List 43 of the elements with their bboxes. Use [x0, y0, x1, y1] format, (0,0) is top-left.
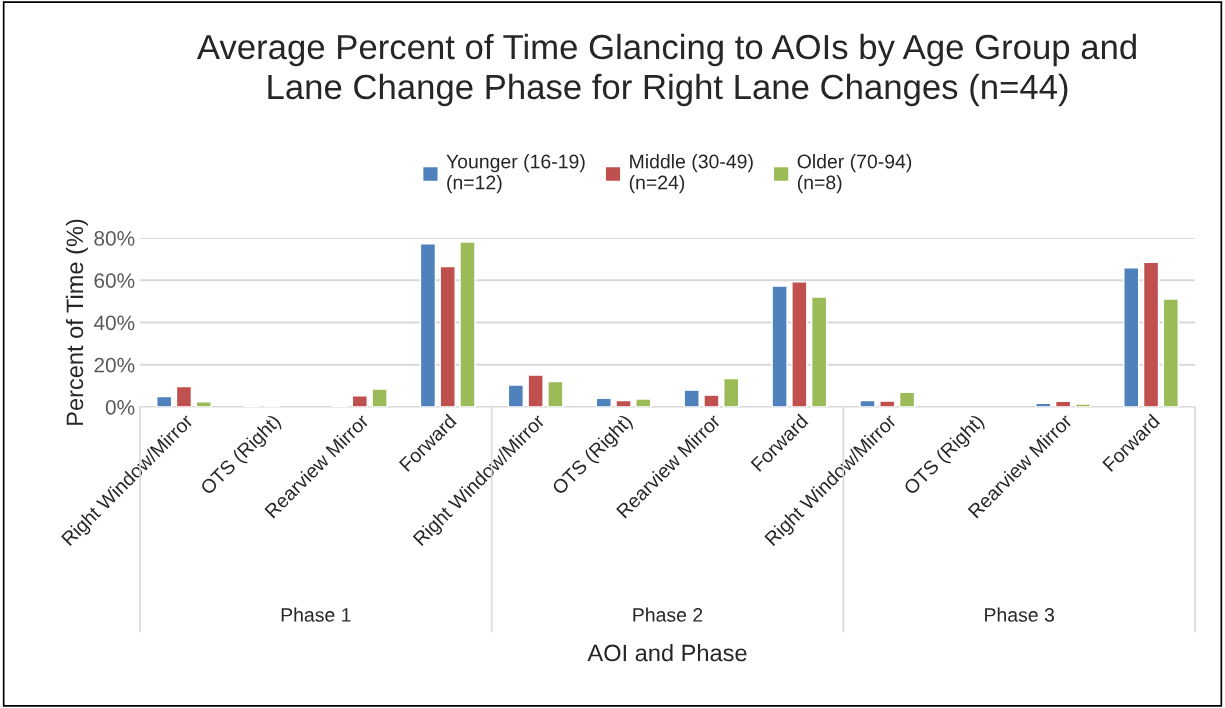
- bar: [859, 399, 876, 407]
- bar: [723, 377, 740, 407]
- bar: [371, 388, 388, 407]
- bar: [439, 265, 456, 407]
- y-tick-label: 40%: [93, 315, 135, 331]
- x-axis-title: AOI and Phase: [587, 643, 747, 662]
- bar: [507, 384, 525, 407]
- bar: [1142, 261, 1160, 407]
- bar: [419, 243, 437, 407]
- y-axis-title: Percent of Time (%): [65, 219, 88, 425]
- bar: [683, 389, 700, 407]
- bar: [635, 398, 652, 407]
- bar: [175, 385, 193, 407]
- bar: [879, 400, 896, 407]
- bar: [1123, 267, 1140, 407]
- bar: [156, 395, 173, 407]
- y-tick-label: 20%: [94, 357, 135, 373]
- text: Phase 1: [281, 607, 351, 622]
- text: Phase 3: [985, 607, 1054, 622]
- bar: [615, 399, 632, 407]
- legend-label: Younger (16-19) (n=12): [446, 154, 585, 194]
- legend-label: Older (70-94) (n=8): [797, 154, 912, 194]
- bar: [703, 394, 720, 407]
- bar: [898, 391, 916, 407]
- bar: [595, 397, 612, 407]
- y-tick-label: 60%: [94, 273, 135, 288]
- bar: [791, 281, 808, 407]
- bar: [1035, 402, 1052, 407]
- bar: [771, 285, 788, 407]
- legend-label: Middle (30-49) (n=24): [629, 154, 753, 194]
- bar: [810, 296, 828, 407]
- bar: [351, 395, 368, 407]
- bar: [1054, 400, 1072, 407]
- y-tick-label: 0%: [105, 400, 135, 415]
- chart-title: Average Percent of Time Glancing to AOIs by Age Group and Lane Change Phase for Right Lane Changes (n=44): [196, 33, 1136, 107]
- bar: [527, 374, 544, 407]
- bar: [1162, 298, 1179, 407]
- bar: [547, 380, 564, 407]
- bar: [1074, 403, 1092, 407]
- text: Phase 2: [633, 607, 703, 622]
- bar: [195, 401, 212, 407]
- y-tick-label: 80%: [94, 231, 135, 246]
- bar: [459, 241, 476, 407]
